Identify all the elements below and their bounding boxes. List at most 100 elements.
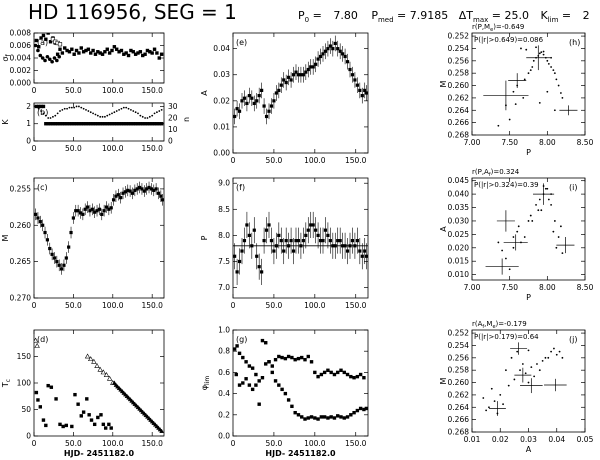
data-point [34,43,38,48]
data-point [42,112,45,115]
data-point [358,372,363,377]
x-tick-label: 8.50 [577,283,594,292]
p0-value: 7.80 [333,9,358,22]
data-point [323,228,328,232]
data-point [301,73,305,77]
data-point [109,426,113,430]
data-point [533,375,536,378]
data-point [91,122,95,126]
data-point [553,220,556,222]
x-tick-label: 150.0 [345,156,367,165]
data-point [544,356,547,359]
data-point [323,49,328,53]
panel-label: (i) [569,183,577,192]
data-point [58,422,62,427]
data-point [146,117,149,119]
klim-label: K [541,9,549,22]
data-point [294,70,298,74]
data-point [85,109,87,111]
data-point [508,268,511,271]
panel-label: (h) [569,38,580,47]
data-point [113,111,116,114]
data-point [94,363,100,368]
x-tick-label: 8.00 [539,283,556,292]
y-tick-label: 1.0 [218,326,230,335]
data-point [145,187,149,191]
data-point [546,90,549,93]
data-point [44,37,48,41]
figure-header: HD 116956, SEG = 1 P0 = 7.80 Pmed = 7.91… [28,0,590,24]
data-point [250,244,254,248]
data-point [254,372,258,377]
data-point [81,50,86,54]
y-tick-label: 0.03 [213,70,230,79]
data-point [60,51,65,55]
data-point [159,194,163,198]
data-point [70,106,73,109]
data-point [145,48,150,53]
data-point [517,225,520,228]
x-tick-label: 100.0 [304,439,326,448]
data-point [66,107,68,110]
y-axis-label: K [1,119,10,125]
x-tick-label: 0.02 [492,435,509,444]
data-point [46,122,50,126]
data-point [547,63,550,65]
data-point [96,50,100,54]
data-point [270,364,274,368]
y-tick-label: 50 [21,405,31,414]
y-tick-label: 0.258 [448,69,470,78]
data-point [505,369,507,372]
data-point [311,223,315,227]
data-point [94,113,97,116]
x-tick-label: 150.0 [345,439,367,448]
data-point [135,187,139,191]
data-point [100,369,107,375]
data-point [49,117,52,119]
data-point [300,415,304,419]
y-axis-label: M [439,377,448,384]
p0-sub: 0 [305,16,309,24]
x-axis-label: HJD- 2451182.0 [265,449,336,458]
y-tick-label: 9.0 [218,179,230,188]
data-point [350,73,355,77]
y-axis-label-main: M [1,234,10,241]
data-point [332,416,337,420]
data-point [234,372,238,377]
correlation-label: r(P,Af)=0.324 [472,168,520,178]
data-point [280,355,284,360]
data-point [141,53,145,58]
y-tick-label: 0.262 [448,93,470,102]
data-point [74,48,79,53]
y-tick-label: 0.254 [448,44,470,53]
data-point [247,233,251,237]
data-point [242,239,247,243]
y-tick-label: 0.260 [448,81,470,90]
x-tick-label: 0 [32,439,37,448]
panel-j: 0.01 0.02 0.03 0.04 0.05 0.252 0.254 0.256 0.258… [439,320,594,454]
y-tick-label: 0.002 [10,66,32,75]
y-tick-label: 2 [26,102,31,111]
data-layer [34,104,164,126]
y-tick-label: 0.8 [218,347,230,356]
panel-e: 0 50.0 100.0 150.0 0.00 0.01 0.02 0.03 0.04 A (e) [200,32,369,165]
data-point [96,122,100,126]
data-point [516,350,519,353]
data-point [240,99,244,103]
y-tick-label: 0.04 [213,44,230,53]
data-point [124,51,128,55]
data-point [69,230,73,235]
data-point [348,67,352,72]
data-point [55,122,60,126]
data-point [52,56,57,60]
correlation-label: r(P,Me)=-0.649 [472,23,524,33]
data-point [237,109,242,113]
x-tick-label: 100.0 [304,301,326,310]
data-point [273,379,278,383]
y-tick-label: 7.5 [218,257,230,266]
x-tick-label: 100.0 [102,301,124,310]
correlation-text: )=-0.649 [493,23,524,31]
y-tick-label: 0.030 [448,216,470,225]
data-point [110,122,114,126]
